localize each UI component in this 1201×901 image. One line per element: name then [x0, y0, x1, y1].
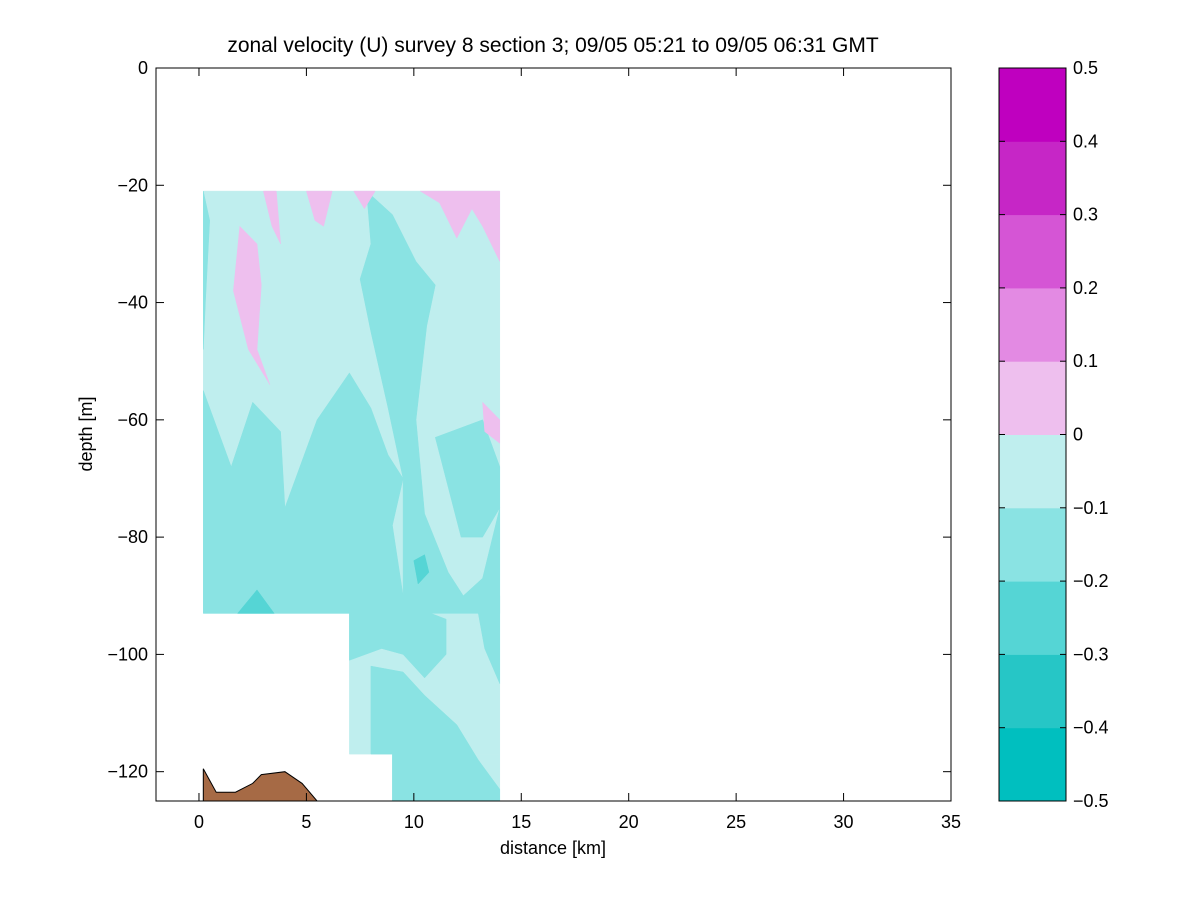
y-tick-label: −80	[117, 527, 148, 547]
contour-region-7	[349, 613, 447, 679]
x-tick-label: 10	[404, 812, 424, 832]
x-axis-label: distance [km]	[500, 838, 606, 858]
contour-region-4	[203, 191, 210, 350]
contour-region-8	[370, 665, 501, 802]
contour-region-15	[353, 190, 376, 210]
y-tick-label: 0	[138, 58, 148, 78]
chart-title: zonal velocity (U) survey 8 section 3; 0…	[227, 34, 879, 57]
x-tick-label: 20	[619, 812, 639, 832]
colorbar-bin	[999, 361, 1066, 435]
bathymetry-area	[202, 768, 319, 802]
contour-region-9	[478, 595, 501, 684]
contour-region-14	[306, 190, 333, 227]
colorbar-bin	[999, 287, 1066, 362]
y-tick-label: −20	[117, 175, 148, 195]
colorbar-tick-label: 0.3	[1073, 205, 1098, 225]
x-tick-label: 30	[834, 812, 854, 832]
colorbar-bin	[999, 727, 1066, 802]
y-axis-ticks: 0 −20 −40 −60 −80 −100 −120	[107, 58, 951, 782]
y-tick-label: −120	[107, 762, 148, 782]
colorbar-bin	[999, 507, 1066, 582]
x-tick-label: 25	[726, 812, 746, 832]
colorbar-tick-label: 0.5	[1073, 58, 1098, 78]
colorbar-tick-label: −0.3	[1073, 644, 1109, 664]
contour-regions	[203, 190, 501, 802]
plot-frame	[155, 67, 952, 802]
colorbar-bin	[999, 581, 1066, 655]
plot-area: 0 5 10 15 20 25 30 35 0 −20 −40 −60 −80 −100 −120	[107, 58, 961, 832]
y-axis-label: depth [m]	[76, 396, 96, 471]
x-axis-ticks: 0 5 10 15 20 25 30 35	[194, 68, 961, 832]
colorbar-bin	[999, 654, 1066, 729]
contour-region-13	[233, 225, 271, 385]
x-tick-label: 0	[194, 812, 204, 832]
contour-region-5	[359, 190, 501, 614]
colorbar-tick-label: −0.2	[1073, 571, 1109, 591]
contour-region-6	[435, 419, 501, 538]
colorbar-tick-label: 0.2	[1073, 278, 1098, 298]
colorbar-tick-label: 0.4	[1073, 131, 1098, 151]
colorbar-bin	[999, 68, 1066, 142]
x-tick-label: 5	[301, 812, 311, 832]
contour-region-10	[237, 589, 275, 614]
colorbar-bin	[999, 141, 1066, 216]
contour-region-11	[413, 554, 430, 585]
colorbar-bin	[999, 434, 1066, 509]
colorbar-tick-label: 0.1	[1073, 351, 1098, 371]
y-tick-label: −100	[107, 644, 148, 664]
bathymetry	[202, 768, 319, 802]
y-tick-label: −40	[117, 293, 148, 313]
contour-region-17	[482, 401, 501, 444]
y-tick-label: −60	[117, 410, 148, 430]
x-tick-label: 15	[511, 812, 531, 832]
colorbar-tick-label: −0.4	[1073, 718, 1109, 738]
x-tick-label: 35	[941, 812, 961, 832]
contour-region-12	[263, 190, 281, 245]
colorbar-bin	[999, 214, 1066, 289]
colorbar-tick-label: −0.1	[1073, 498, 1109, 518]
colorbar-tick-label: 0	[1073, 425, 1083, 445]
contour-region-16	[419, 190, 501, 262]
colorbar-tick-label: −0.5	[1073, 791, 1109, 811]
colorbar: −0.5 −0.4 −0.3 −0.2 −0.1 0 0.1 0.2 0.3 0.4 0.5	[998, 58, 1109, 811]
